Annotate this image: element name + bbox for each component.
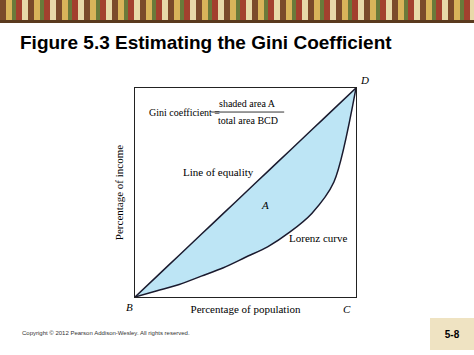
html-text:Copyright © 2012 Pearson Addis: Copyright © 2012 Pearson Addison-Wesley.…	[22, 330, 190, 336]
svg-text:Percentage of income: Percentage of income	[113, 145, 125, 240]
svg-text:shaded area A: shaded area A	[219, 98, 276, 109]
svg-text:Line of equality: Line of equality	[183, 166, 254, 178]
svg-text:C: C	[343, 303, 351, 315]
html-text:Figure 5.3 Estimating the Gini: Figure 5.3 Estimating the Gini Coefficie…	[20, 32, 392, 53]
svg-text:Gini coefficient =: Gini coefficient =	[149, 107, 220, 118]
svg-text:D: D	[360, 74, 369, 86]
svg-text:total area BCD: total area BCD	[218, 115, 278, 126]
svg-text:Lorenz curve: Lorenz curve	[289, 232, 347, 244]
html-text:5-8: 5-8	[444, 328, 460, 340]
svg-text:A: A	[261, 199, 269, 211]
svg-text:B: B	[126, 301, 133, 313]
svg-text:Percentage of population: Percentage of population	[191, 303, 301, 315]
